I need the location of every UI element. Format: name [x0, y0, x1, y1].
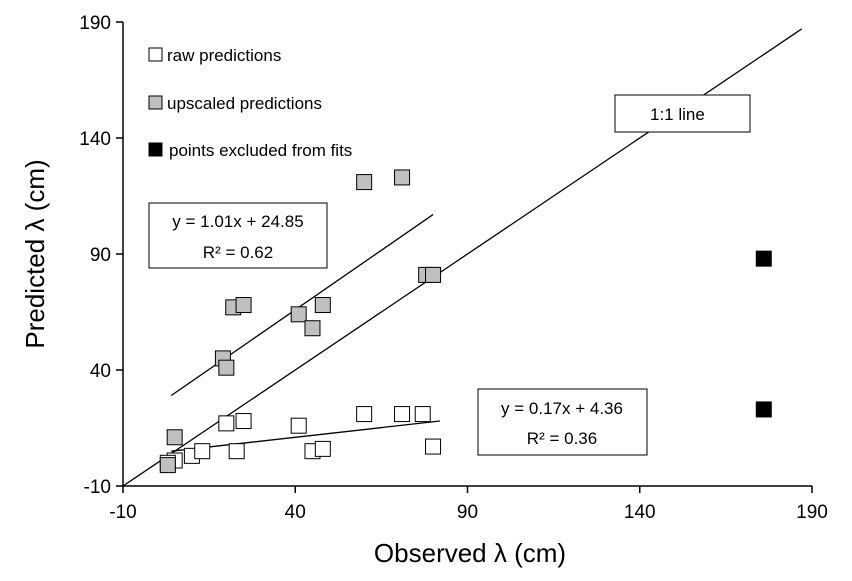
y-tick-label: -10 [84, 477, 111, 498]
x-tick-label: 140 [624, 502, 656, 523]
raw-fit-line [171, 420, 441, 452]
raw-point [218, 415, 235, 432]
y-tick-label: 40 [90, 361, 111, 382]
raw-fit-r2: R² = 0.36 [527, 429, 597, 448]
excluded-point [755, 250, 772, 267]
raw-point [314, 440, 331, 457]
upscaled-point [394, 169, 411, 186]
upscaled-fit-r2: R² = 0.62 [203, 243, 273, 262]
upscaled-fit-box: y = 1.01x + 24.85 R² = 0.62 [148, 202, 328, 269]
raw-point [194, 443, 211, 460]
upscaled-fit-equation: y = 1.01x + 24.85 [172, 212, 303, 231]
upscaled-point [314, 297, 331, 314]
upscaled-point [235, 297, 252, 314]
x-tick-label: 190 [796, 502, 828, 523]
legend-label-upscaled: upscaled predictions [167, 94, 322, 113]
raw-point [425, 438, 442, 455]
y-tick-label: 90 [90, 245, 111, 266]
upscaled-point [218, 359, 235, 376]
legend-label-raw: raw predictions [167, 46, 281, 65]
raw-point [228, 443, 245, 460]
upscaled-point [159, 457, 176, 474]
raw-point [235, 413, 252, 430]
legend-label-excluded: points excluded from fits [169, 141, 352, 160]
upscaled-point [356, 174, 373, 191]
x-tick-label: 40 [285, 502, 306, 523]
raw-point [356, 406, 373, 423]
upscaled-point [166, 429, 183, 446]
upscaled-point [304, 320, 321, 337]
x-tick-label: 90 [457, 502, 478, 523]
raw-point [414, 406, 431, 423]
y-tick-label: 140 [79, 129, 111, 150]
raw-fit-equation: y = 0.17x + 4.36 [501, 399, 623, 418]
raw-point [290, 417, 307, 434]
upscaled-point [425, 266, 442, 283]
x-axis-title: Observed λ (cm) [374, 538, 566, 568]
one-to-one-label: 1:1 line [650, 105, 705, 124]
data-points [159, 169, 772, 474]
legend-marker-raw [148, 47, 163, 62]
legend: raw predictions upscaled predictions poi… [148, 46, 352, 160]
legend-marker-upscaled [148, 95, 163, 110]
x-tick-label: -10 [109, 502, 136, 523]
ticks: -10 40 90 140 190 -10 40 90 140 190 [79, 13, 828, 523]
upscaled-fit-line [170, 214, 434, 397]
y-axis-title: Predicted λ (cm) [20, 159, 50, 348]
legend-marker-excluded [148, 142, 163, 157]
upscaled-point [290, 306, 307, 323]
raw-fit-box: y = 0.17x + 4.36 R² = 0.36 [477, 388, 648, 456]
one-to-one-label-box: 1:1 line [614, 94, 751, 133]
raw-point [394, 406, 411, 423]
y-tick-label: 190 [79, 13, 111, 34]
excluded-point [755, 401, 772, 418]
